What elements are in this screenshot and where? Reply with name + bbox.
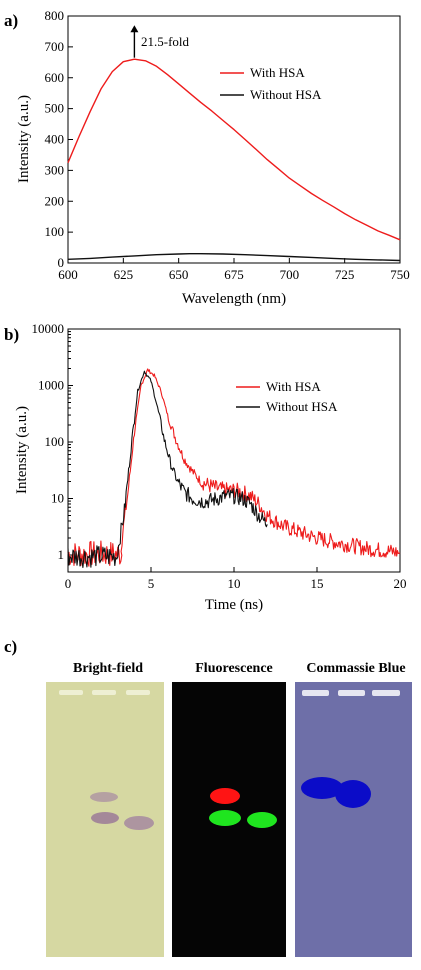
chart-b-ytick-label: 1: [58, 547, 65, 562]
bright-field-well-2: [92, 690, 116, 695]
chart-a-xtick-label: 750: [390, 267, 410, 282]
chart-b-series-without-hsa: [67, 370, 268, 569]
chart-a-frame: [67, 15, 401, 264]
chart-a-xtick-label: 650: [169, 267, 189, 282]
chart-a-ylabel: Intensity (a.u.): [16, 95, 32, 183]
chart-a-ytick-label: 300: [45, 162, 65, 177]
chart-a-ytick-label: 600: [45, 70, 65, 85]
chart-b-legend: With HSA Without HSA: [236, 379, 338, 414]
gel-title-bright-field: Bright-field: [73, 661, 143, 676]
chart-a-xtick-label: 600: [58, 267, 78, 282]
chart-a-annotation-arrowhead: [130, 25, 139, 33]
chart-b-frame: [67, 328, 401, 573]
chart-a-ytick-label: 200: [45, 193, 65, 208]
fluorescence-band-red: [210, 788, 240, 804]
chart-b-xtick-label: 15: [311, 576, 324, 591]
chart-b-xlabel: Time (ns): [205, 597, 263, 613]
commassie-band-2: [335, 780, 371, 808]
chart-a-ytick-label: 800: [45, 8, 65, 23]
chart-a-series-with-hsa: [67, 58, 401, 241]
panel-letter-b: b): [4, 325, 19, 344]
chart-a-xtick-label: 625: [114, 267, 134, 282]
gel-title-commassie-blue: Commassie Blue: [306, 661, 405, 676]
chart-b-ytick-label: 10: [51, 490, 64, 505]
chart-a-ytick-label: 100: [45, 224, 65, 239]
bright-field-band-lower: [91, 812, 119, 824]
chart-b-ytick-label: 10000: [32, 321, 65, 336]
fluorescence-band-green-1: [209, 810, 241, 826]
chart-b-series-with-hsa: [67, 368, 401, 567]
chart-a-xtick-label: 675: [224, 267, 244, 282]
chart-a-legend-without-hsa: Without HSA: [250, 87, 322, 102]
chart-b-legend-without-hsa: Without HSA: [266, 399, 338, 414]
bright-field-band-upper: [90, 792, 118, 802]
chart-b-xtick-label: 20: [394, 576, 407, 591]
chart-a-series-without-hsa: [67, 253, 401, 262]
chart-a-xlabel: Wavelength (nm): [182, 291, 286, 307]
commassie-well-1: [302, 690, 329, 696]
chart-b-xtick-label: 5: [148, 576, 155, 591]
chart-b-ylabel: Intensity (a.u.): [14, 406, 30, 494]
chart-a-ytick-label: 400: [45, 132, 65, 147]
chart-a-xtick-label: 700: [280, 267, 300, 282]
panel-letter-c: c): [4, 637, 17, 656]
chart-b: 0 5 10 15 20 1 10 100 1000 10000 Time (ns) Intens…: [14, 321, 407, 613]
commassie-well-2: [338, 690, 365, 696]
chart-a-ytick-label: 500: [45, 101, 65, 116]
chart-b-ytick-label: 1000: [38, 377, 64, 392]
bright-field-well-3: [126, 690, 150, 695]
chart-a-annotation-label: 21.5-fold: [141, 34, 190, 49]
gel-title-fluorescence: Fluorescence: [195, 661, 273, 676]
chart-b-xtick-label: 10: [228, 576, 241, 591]
commassie-well-3: [372, 690, 400, 696]
fluorescence-band-green-2: [247, 812, 277, 828]
chart-b-xtick-label: 0: [65, 576, 72, 591]
bright-field-well-1: [59, 690, 83, 695]
chart-b-ytick-label: 100: [45, 434, 65, 449]
chart-a-legend: With HSA Without HSA: [220, 65, 322, 102]
chart-a-legend-with-hsa: With HSA: [250, 65, 305, 80]
bright-field-band-lane3: [124, 816, 154, 830]
chart-a-xtick-label: 725: [335, 267, 355, 282]
chart-a-ytick-label: 700: [45, 39, 65, 54]
chart-a: 600 625 650 675 700 725 750 0 100 200 300 400 500 600…: [16, 8, 410, 307]
gel-commassie-blue: [295, 682, 412, 957]
panel-letter-a: a): [4, 11, 18, 30]
chart-a-ytick-label: 0: [58, 255, 65, 270]
chart-b-legend-with-hsa: With HSA: [266, 379, 321, 394]
commassie-band-1: [301, 777, 343, 799]
gel-panel: Bright-field Fluorescence Commassie Blue: [46, 661, 412, 957]
